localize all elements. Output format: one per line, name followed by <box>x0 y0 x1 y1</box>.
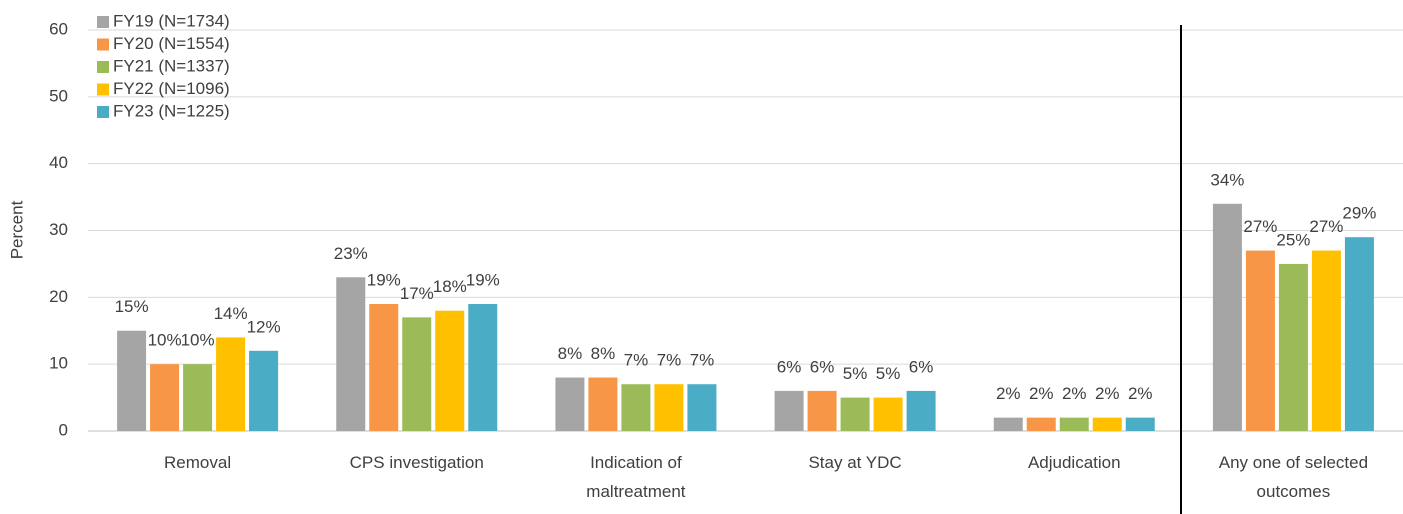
bar <box>1278 263 1308 431</box>
value-label: 19% <box>466 271 500 290</box>
value-label: 27% <box>1243 217 1277 236</box>
legend-swatch <box>97 16 109 28</box>
y-tick-label: 40 <box>49 153 68 172</box>
bar <box>840 397 870 431</box>
bar <box>906 390 936 431</box>
legend-swatch <box>97 61 109 73</box>
bar <box>555 377 585 431</box>
bar <box>873 397 903 431</box>
bar <box>369 304 399 431</box>
y-tick-label: 60 <box>49 19 68 38</box>
value-label: 10% <box>148 331 182 350</box>
value-label: 6% <box>909 357 934 376</box>
bar <box>1092 417 1122 431</box>
value-label: 5% <box>876 364 901 383</box>
value-label: 15% <box>115 297 149 316</box>
bar <box>654 384 684 431</box>
value-label: 19% <box>367 271 401 290</box>
legend-label: FY22 (N=1096) <box>113 79 230 98</box>
bar <box>249 350 279 431</box>
legend-swatch <box>97 106 109 118</box>
value-label: 25% <box>1276 230 1310 249</box>
x-tick-label: Removal <box>164 453 232 472</box>
legend-label: FY23 (N=1225) <box>113 101 230 120</box>
value-label: 8% <box>591 344 616 363</box>
bar <box>1212 203 1242 431</box>
bar <box>993 417 1023 431</box>
value-label: 2% <box>1095 384 1120 403</box>
value-label: 12% <box>247 317 281 336</box>
value-label: 27% <box>1309 217 1343 236</box>
y-tick-label: 30 <box>49 220 68 239</box>
legend-label: FY21 (N=1337) <box>113 56 230 75</box>
bar <box>402 317 432 431</box>
bar <box>468 304 498 431</box>
bar <box>588 377 618 431</box>
bar <box>1125 417 1155 431</box>
bar <box>183 364 213 431</box>
y-tick-label: 50 <box>49 86 68 105</box>
y-tick-label: 20 <box>49 287 68 306</box>
bar <box>435 310 465 431</box>
value-label: 18% <box>433 277 467 296</box>
value-label: 34% <box>1210 170 1244 189</box>
bar <box>807 390 837 431</box>
value-label: 7% <box>690 351 715 370</box>
bar <box>687 384 717 431</box>
value-label: 10% <box>181 331 215 350</box>
value-label: 2% <box>996 384 1021 403</box>
value-label: 5% <box>843 364 868 383</box>
bar <box>1245 250 1275 431</box>
value-label: 7% <box>657 351 682 370</box>
value-label: 7% <box>624 351 649 370</box>
x-tick-label: Adjudication <box>1027 453 1121 472</box>
legend-label: FY20 (N=1554) <box>113 34 230 53</box>
legend-swatch <box>97 83 109 96</box>
y-axis-label: Percent <box>7 200 26 259</box>
bar <box>216 337 246 431</box>
value-label: 14% <box>214 304 248 323</box>
value-label: 17% <box>400 284 434 303</box>
y-tick-label: 0 <box>59 420 68 439</box>
value-label: 2% <box>1029 384 1054 403</box>
y-tick-label: 10 <box>49 354 68 373</box>
bar <box>1059 417 1089 431</box>
bar <box>117 330 147 431</box>
x-tick-label: Any one of selected outcomes <box>1218 453 1369 501</box>
bar <box>1344 237 1374 431</box>
value-label: 2% <box>1062 384 1087 403</box>
value-label: 8% <box>558 344 583 363</box>
x-tick-label: Indication of maltreatment <box>586 453 686 501</box>
bar <box>150 364 180 431</box>
legend-swatch <box>97 38 109 51</box>
bar <box>1026 417 1056 431</box>
x-tick-label: CPS investigation <box>349 453 484 472</box>
value-label: 2% <box>1128 384 1153 403</box>
bar <box>336 277 366 431</box>
legend-label: FY19 (N=1734) <box>113 11 230 30</box>
value-label: 6% <box>810 357 835 376</box>
value-label: 6% <box>777 357 802 376</box>
value-label: 29% <box>1342 204 1376 223</box>
bar <box>621 384 651 431</box>
bar <box>774 390 804 431</box>
value-label: 23% <box>334 244 368 263</box>
bar <box>1311 250 1341 431</box>
x-tick-label: Stay at YDC <box>808 453 902 472</box>
